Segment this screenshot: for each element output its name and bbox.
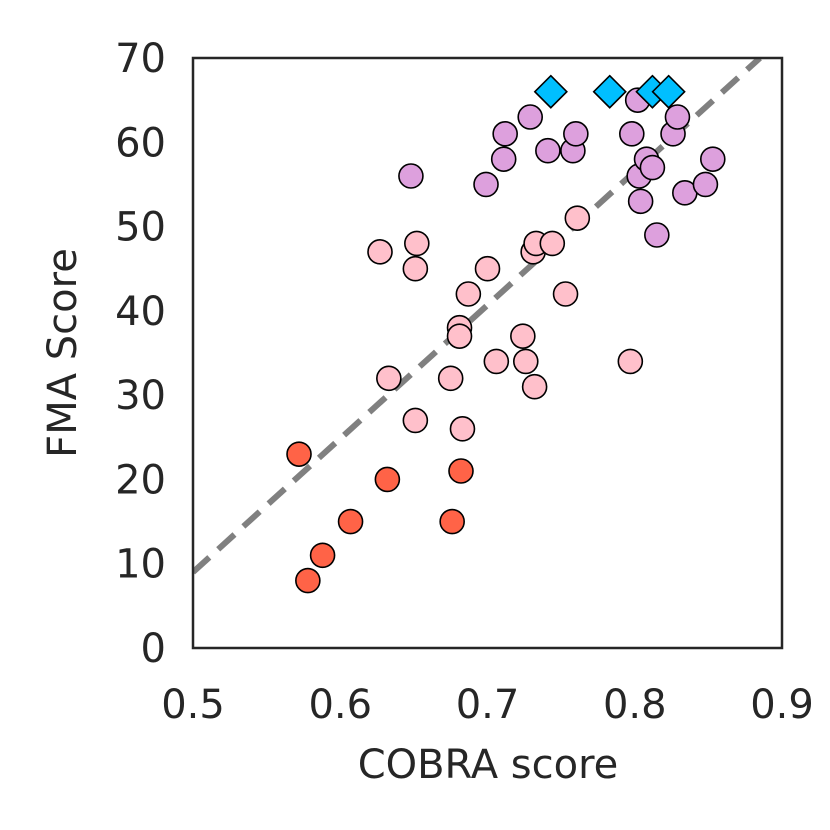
data-point	[367, 239, 393, 265]
data-point	[627, 188, 654, 215]
y-tick-label: 20	[115, 457, 166, 503]
x-tick-label: 0.7	[456, 682, 520, 728]
x-tick-label: 0.6	[308, 682, 372, 728]
data-points-layer	[286, 74, 726, 594]
data-point	[309, 542, 336, 569]
data-point	[639, 154, 666, 181]
data-point	[402, 407, 429, 434]
data-point	[552, 281, 579, 307]
data-point	[474, 255, 501, 282]
data-point	[492, 121, 518, 147]
data-point	[455, 281, 482, 307]
data-point	[617, 348, 644, 375]
data-point	[446, 323, 473, 349]
reference-line	[193, 58, 762, 575]
data-point	[374, 466, 401, 493]
y-tick-label: 70	[115, 36, 166, 82]
x-axis-label: COBRA score	[358, 742, 619, 788]
x-tick-label: 0.8	[603, 682, 667, 728]
data-point-diamond	[592, 74, 627, 109]
y-axis-ticks: 0 10 20 30 40 50 60 70	[115, 36, 166, 672]
y-tick-label: 50	[115, 205, 166, 251]
data-point	[448, 458, 474, 484]
data-point	[699, 146, 726, 172]
data-point	[337, 508, 364, 535]
y-tick-label: 10	[115, 542, 166, 588]
data-point	[295, 567, 321, 594]
data-point	[449, 416, 476, 442]
data-point	[619, 121, 645, 147]
data-point	[439, 508, 465, 535]
data-point-diamond	[533, 74, 568, 109]
data-point	[539, 230, 566, 257]
data-point	[644, 222, 670, 248]
data-point	[692, 171, 719, 198]
y-tick-label: 30	[115, 373, 166, 419]
data-point	[563, 121, 589, 147]
data-point	[404, 230, 430, 257]
data-point	[510, 323, 536, 349]
data-point	[473, 171, 499, 198]
reference-line-layer	[193, 58, 762, 575]
data-point	[402, 255, 429, 282]
x-axis-ticks: 0.5 0.6 0.7 0.8 0.9	[161, 682, 814, 728]
data-point	[490, 146, 517, 172]
data-point	[521, 373, 548, 400]
data-point	[398, 163, 424, 189]
x-tick-label: 0.9	[750, 682, 814, 728]
x-tick-label: 0.5	[161, 682, 225, 728]
y-axis-label: FMA Score	[40, 248, 86, 458]
data-point	[512, 348, 539, 375]
data-point	[483, 348, 510, 375]
data-point	[286, 441, 312, 467]
data-point	[664, 104, 691, 130]
y-tick-label: 0	[141, 626, 166, 672]
data-point-diamond	[651, 74, 686, 109]
data-point	[437, 365, 464, 392]
plot-frame	[191, 56, 784, 650]
data-point	[376, 365, 402, 392]
y-tick-label: 40	[115, 289, 166, 335]
data-point	[564, 205, 591, 231]
data-point	[535, 137, 561, 164]
y-tick-label: 60	[115, 120, 166, 166]
data-point	[517, 104, 544, 130]
